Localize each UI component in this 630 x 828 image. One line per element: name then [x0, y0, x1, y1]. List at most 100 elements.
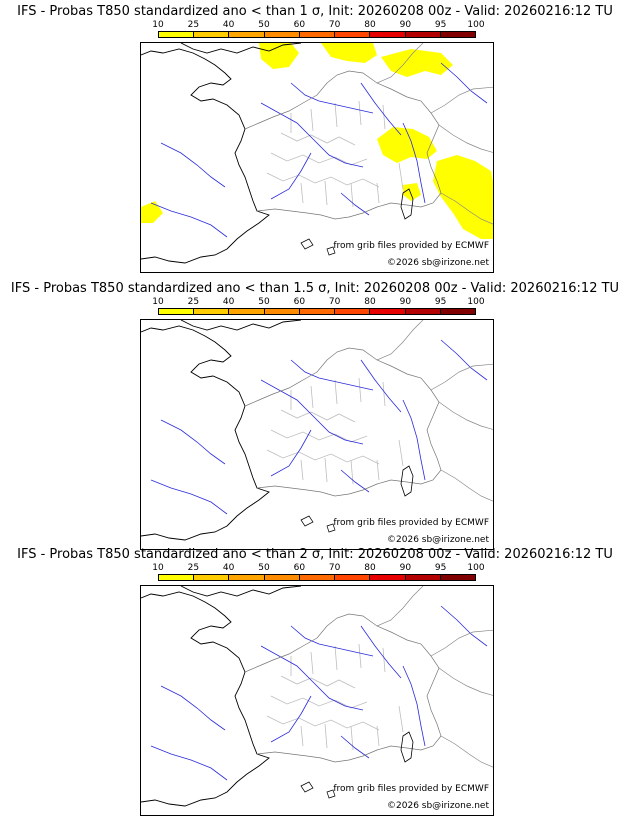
colorbar: [158, 308, 476, 315]
colorbar-segment: [194, 309, 230, 314]
colorbar-segment: [194, 575, 230, 580]
colorbar-segment: [299, 575, 336, 580]
colorbar-tick-label: 40: [222, 20, 235, 30]
panel-title: IFS - Probas T850 standardized ano < tha…: [17, 547, 613, 562]
colorbar-tick-label: 60: [293, 297, 306, 307]
colorbar-segment: [159, 575, 195, 580]
coastline: [141, 591, 270, 807]
colorbar-segment: [299, 309, 336, 314]
river-line: [270, 429, 312, 477]
island-outline: [300, 238, 314, 250]
national-border: [376, 43, 493, 225]
colorbar-segment: [264, 309, 300, 314]
river-line: [402, 399, 426, 481]
map-frame: from grib files provided by ECMWF ©2026 …: [140, 585, 494, 816]
corsica-outline: [400, 731, 414, 763]
colorbar: [158, 31, 476, 38]
river-line: [150, 745, 228, 781]
river-line: [440, 339, 488, 381]
map-panel-3: IFS - Probas T850 standardized ano < tha…: [0, 547, 630, 816]
river-line: [150, 479, 228, 515]
island-outline: [300, 515, 314, 527]
colorbar-tick-labels: 10 25 40 50 60 70 80 90 95 100: [152, 20, 484, 31]
colorbar-segment: [440, 32, 475, 37]
colorbar-tick-label: 90: [399, 20, 412, 30]
copyright-credit: ©2026 sb@irizone.net: [387, 258, 489, 268]
england-coastline: [180, 43, 302, 54]
river-line: [360, 82, 402, 136]
colorbar-tick-label: 95: [434, 297, 447, 307]
river-line: [402, 665, 426, 747]
colorbar-tick-label: 70: [328, 20, 341, 30]
probability-area: [433, 155, 493, 239]
colorbar-tick-label: 50: [258, 563, 270, 573]
map-panel-1: IFS - Probas T850 standardized ano < tha…: [0, 4, 630, 273]
copyright-credit: ©2026 sb@irizone.net: [387, 801, 489, 811]
river-line: [150, 202, 228, 238]
colorbar-segment: [440, 575, 475, 580]
island-outline: [326, 789, 336, 799]
colorbar-tick-label: 10: [152, 20, 164, 30]
corsica-outline: [400, 465, 414, 497]
river-line: [340, 192, 370, 216]
colorbar-tick-labels: 10 25 40 50 60 70 80 90 95 100: [152, 297, 484, 308]
department-boundary: [300, 705, 404, 751]
colorbar-segment: [159, 32, 195, 37]
france-map: [141, 320, 493, 541]
colorbar-tick-labels: 10 25 40 50 60 70 80 90 95 100: [152, 563, 484, 574]
department-boundary: [280, 409, 356, 423]
department-boundary: [300, 162, 404, 208]
department-boundary: [266, 715, 380, 731]
river-line: [360, 625, 402, 679]
island-outline: [326, 246, 336, 256]
river-line: [290, 82, 374, 114]
river-line: [260, 102, 364, 168]
colorbar-segment: [229, 32, 265, 37]
department-boundary: [290, 643, 386, 676]
department-boundary: [290, 377, 386, 410]
river-line: [290, 625, 374, 657]
department-boundary: [280, 132, 356, 146]
colorbar-tick-label: 100: [467, 20, 485, 30]
colorbar-tick-label: 80: [364, 563, 376, 573]
france-map: [141, 586, 493, 807]
river-line: [160, 685, 226, 731]
department-boundary: [266, 449, 380, 465]
colorbar-tick-label: 60: [293, 563, 306, 573]
department-boundary: [270, 152, 368, 166]
colorbar-segment: [299, 32, 336, 37]
colorbar-tick-label: 90: [399, 563, 412, 573]
colorbar-tick-label: 70: [328, 563, 341, 573]
colorbar-segment: [440, 309, 475, 314]
panel-title: IFS - Probas T850 standardized ano < tha…: [17, 4, 613, 19]
colorbar-segment: [264, 32, 300, 37]
england-coastline: [180, 320, 302, 331]
map-frame: from grib files provided by ECMWF ©2026 …: [140, 319, 494, 550]
colorbar-tick-label: 95: [434, 563, 447, 573]
colorbar-segment: [159, 309, 195, 314]
island-outline: [326, 523, 336, 533]
colorbar-tick-label: 100: [467, 297, 485, 307]
colorbar-segment: [370, 575, 406, 580]
colorbar-tick-label: 10: [152, 563, 164, 573]
department-boundary: [270, 429, 368, 443]
england-coastline: [180, 586, 302, 597]
colorbar-tick-label: 80: [364, 20, 376, 30]
river-line: [440, 605, 488, 647]
colorbar-segment: [370, 32, 406, 37]
river-line: [440, 62, 488, 104]
colorbar-tick-label: 10: [152, 297, 164, 307]
colorbar-tick-label: 60: [293, 20, 306, 30]
national-border: [376, 320, 493, 502]
probability-area: [403, 183, 421, 201]
source-credit: from grib files provided by ECMWF: [333, 784, 489, 794]
colorbar-segment: [194, 32, 230, 37]
probability-area: [259, 43, 299, 69]
map-frame: from grib files provided by ECMWF ©2026 …: [140, 42, 494, 273]
colorbar-segment: [335, 309, 371, 314]
river-line: [260, 645, 364, 711]
coastline: [141, 325, 270, 541]
river-line: [270, 152, 312, 200]
department-boundary: [266, 172, 380, 188]
colorbar-segment: [335, 575, 371, 580]
